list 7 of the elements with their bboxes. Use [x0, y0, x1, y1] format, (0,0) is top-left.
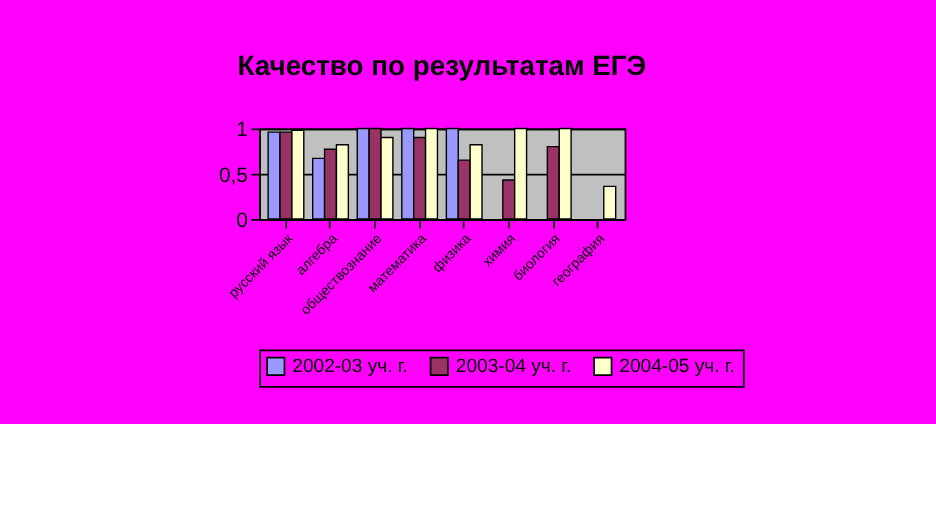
- y-tick-label: 0: [236, 210, 249, 233]
- y-tick-label: 0,5: [218, 165, 249, 188]
- y-tick-label: 1: [236, 120, 249, 143]
- legend-label: 2004-05 уч. г.: [619, 355, 735, 378]
- legend-label: 2002-03 уч. г.: [292, 355, 408, 378]
- legend-label: 2003-04 уч. г.: [455, 355, 572, 378]
- chart-title: Качество по результатам ЕГЭ: [237, 48, 647, 81]
